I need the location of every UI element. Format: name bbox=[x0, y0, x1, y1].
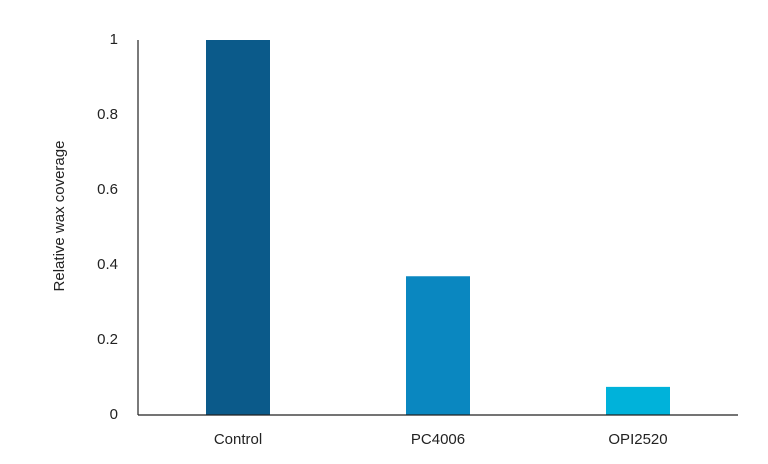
y-tick-label: 0 bbox=[110, 406, 118, 423]
x-tick-label: Control bbox=[214, 431, 262, 448]
y-tick-label: 0.2 bbox=[97, 331, 118, 348]
y-axis-label: Relative wax coverage bbox=[51, 141, 68, 292]
bar bbox=[606, 386, 670, 415]
bar bbox=[406, 276, 470, 415]
x-tick-label: PC4006 bbox=[411, 431, 465, 448]
y-tick-label: 0.6 bbox=[97, 181, 118, 198]
y-tick-label: 1 bbox=[110, 31, 118, 48]
x-tick-label: OPI2520 bbox=[608, 431, 667, 448]
bar bbox=[206, 40, 270, 415]
y-tick-label: 0.4 bbox=[97, 256, 118, 273]
y-tick-label: 0.8 bbox=[97, 106, 118, 123]
